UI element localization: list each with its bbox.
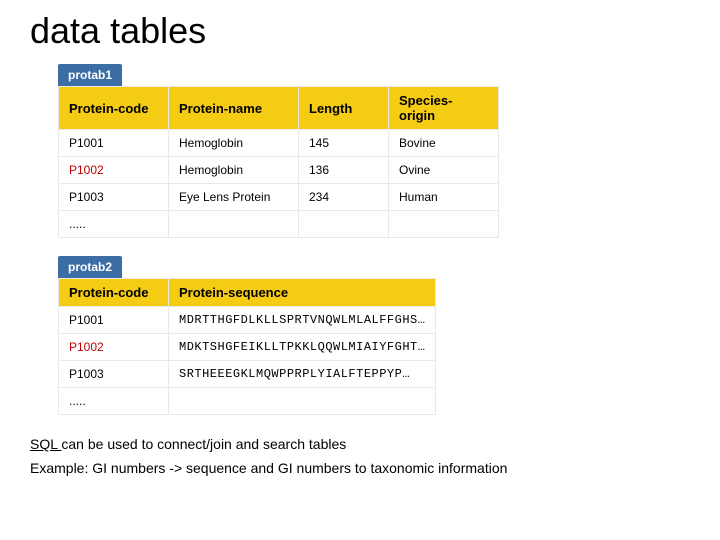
table-row: P1003 SRTHEEEGKLMQWPPRPLYIALFTEPPYP… (59, 361, 436, 388)
cell-length: 145 (299, 130, 389, 157)
cell-name (169, 211, 299, 238)
cell-name: Eye Lens Protein (169, 184, 299, 211)
cell-species: Ovine (389, 157, 499, 184)
table2-header: Protein-code (59, 279, 169, 307)
page-title: data tables (30, 10, 700, 52)
table-row: P1002 Hemoglobin 136 Ovine (59, 157, 499, 184)
cell-code: P1001 (59, 130, 169, 157)
table-row: P1002 MDKTSHGFEIKLLTPKKLQQWLMIAIYFGHT… (59, 334, 436, 361)
cell-species (389, 211, 499, 238)
table2-container: protab2 Protein-code Protein-sequence P1… (58, 256, 700, 415)
cell-code: P1003 (59, 184, 169, 211)
sql-link[interactable]: SQL (30, 436, 61, 452)
table1-header: Length (299, 87, 389, 130)
table1-header: Protein-code (59, 87, 169, 130)
footer-text: SQL can be used to connect/join and sear… (30, 433, 700, 481)
footer-line1: SQL can be used to connect/join and sear… (30, 433, 700, 457)
cell-length: 234 (299, 184, 389, 211)
table-row: ..... (59, 388, 436, 415)
cell-length (299, 211, 389, 238)
cell-seq: SRTHEEEGKLMQWPPRPLYIALFTEPPYP… (169, 361, 436, 388)
table-row: ..... (59, 211, 499, 238)
table2-header: Protein-sequence (169, 279, 436, 307)
footer-line2: Example: GI numbers -> sequence and GI n… (30, 457, 700, 481)
cell-code: ..... (59, 388, 169, 415)
cell-code: P1003 (59, 361, 169, 388)
table2-header-row: Protein-code Protein-sequence (59, 279, 436, 307)
cell-seq (169, 388, 436, 415)
cell-seq: MDKTSHGFEIKLLTPKKLQQWLMIAIYFGHT… (169, 334, 436, 361)
cell-code: ..... (59, 211, 169, 238)
table-row: P1001 MDRTTHGFDLKLLSPRTVNQWLMLALFFGHS… (59, 307, 436, 334)
cell-code: P1002 (59, 157, 169, 184)
table2-tab: protab2 (58, 256, 122, 278)
table1-header-row: Protein-code Protein-name Length Species… (59, 87, 499, 130)
footer-line1-rest: can be used to connect/join and search t… (61, 436, 346, 452)
slide: data tables protab1 Protein-code Protein… (0, 0, 720, 491)
cell-species: Bovine (389, 130, 499, 157)
table2: Protein-code Protein-sequence P1001 MDRT… (58, 278, 436, 415)
cell-species: Human (389, 184, 499, 211)
table-row: P1001 Hemoglobin 145 Bovine (59, 130, 499, 157)
table1-header: Species-origin (389, 87, 499, 130)
cell-name: Hemoglobin (169, 130, 299, 157)
cell-code: P1002 (59, 334, 169, 361)
cell-length: 136 (299, 157, 389, 184)
cell-seq: MDRTTHGFDLKLLSPRTVNQWLMLALFFGHS… (169, 307, 436, 334)
table1: Protein-code Protein-name Length Species… (58, 86, 499, 238)
table1-container: protab1 Protein-code Protein-name Length… (58, 64, 700, 238)
table1-header: Protein-name (169, 87, 299, 130)
cell-code: P1001 (59, 307, 169, 334)
cell-name: Hemoglobin (169, 157, 299, 184)
table-row: P1003 Eye Lens Protein 234 Human (59, 184, 499, 211)
table1-tab: protab1 (58, 64, 122, 86)
